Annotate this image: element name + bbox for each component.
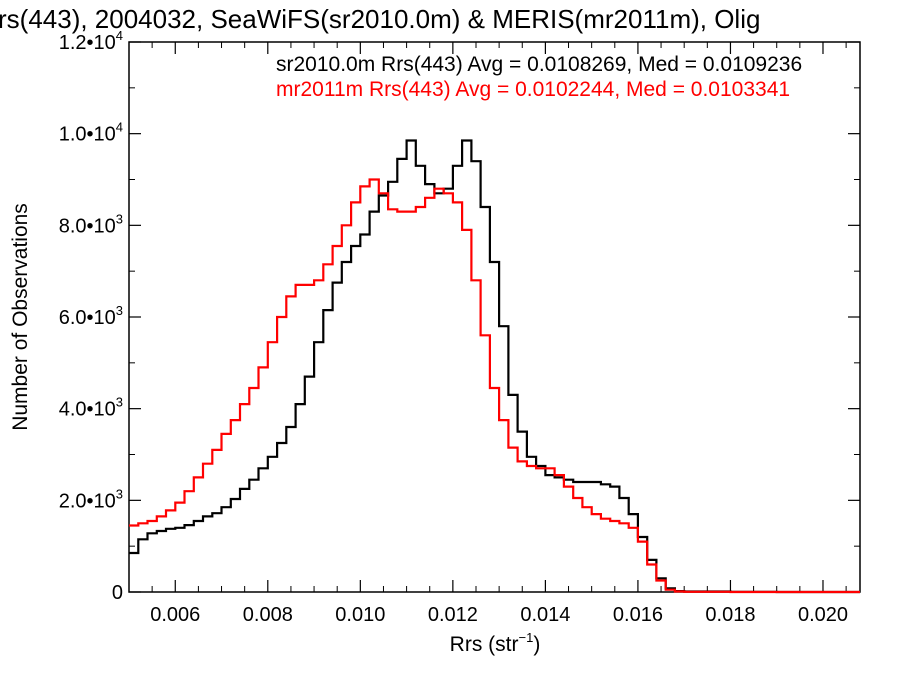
y-tick-mantissa: 8.0•10 bbox=[59, 215, 116, 237]
plot-frame bbox=[128, 41, 861, 593]
x-tick-label: 0.006 bbox=[150, 604, 200, 626]
y-tick-exponent: 4 bbox=[116, 120, 123, 135]
y-tick-exponent: 4 bbox=[116, 28, 123, 43]
y-tick-label: 1.0•104 bbox=[59, 120, 123, 146]
x-tick-label: 0.010 bbox=[335, 604, 385, 626]
y-tick-mantissa: 0 bbox=[112, 582, 123, 604]
y-tick-exponent: 3 bbox=[116, 395, 123, 410]
x-axis-label-superscript: −1 bbox=[519, 630, 534, 645]
x-tick-label: 0.020 bbox=[798, 604, 848, 626]
chart-title: rs(443), 2004032, SeaWiFS(sr2010.0m) & M… bbox=[0, 4, 760, 34]
x-axis-ticks: 0.006 0.008 0.010 0.012 0.014 0.016 0.018 0.020 bbox=[128, 42, 848, 626]
x-axis-label: Rrs (str−1) bbox=[450, 630, 541, 656]
annotations: sr2010.0m Rrs(443) Avg = 0.0108269, Med … bbox=[276, 53, 802, 101]
y-tick-exponent: 3 bbox=[116, 303, 123, 318]
y-tick-label: 2.0•103 bbox=[59, 486, 123, 512]
x-tick-label: 0.014 bbox=[520, 604, 570, 626]
y-tick-mantissa: 1.2•10 bbox=[59, 32, 116, 54]
y-tick-exponent: 3 bbox=[116, 211, 123, 226]
x-tick-label: 0.016 bbox=[613, 604, 663, 626]
y-tick-label: 6.0•103 bbox=[59, 303, 123, 329]
y-tick-label: 0 bbox=[112, 582, 123, 604]
y-tick-mantissa: 1.0•10 bbox=[59, 124, 116, 146]
x-tick-label: 0.008 bbox=[243, 604, 293, 626]
annotation-1: mr2011m Rrs(443) Avg = 0.0102244, Med = … bbox=[276, 78, 790, 101]
series-group bbox=[129, 139, 860, 594]
y-tick-label: 8.0•103 bbox=[59, 211, 123, 237]
y-axis-ticks: 02.0•1034.0•1036.0•1038.0•1031.0•1041.2•… bbox=[59, 28, 860, 604]
y-tick-label: 4.0•103 bbox=[59, 395, 123, 421]
y-tick-exponent: 3 bbox=[116, 486, 123, 501]
y-tick-label: 1.2•104 bbox=[59, 28, 123, 54]
x-tick-label: 0.012 bbox=[428, 604, 478, 626]
annotation-0: sr2010.0m Rrs(443) Avg = 0.0108269, Med … bbox=[276, 53, 802, 76]
x-tick-label: 0.018 bbox=[705, 604, 755, 626]
y-axis-label: Number of Observations bbox=[9, 203, 32, 431]
series-line-1 bbox=[129, 178, 860, 594]
y-tick-mantissa: 4.0•10 bbox=[59, 399, 116, 421]
y-tick-mantissa: 2.0•10 bbox=[59, 490, 116, 512]
series-line-0 bbox=[129, 139, 860, 594]
y-tick-mantissa: 6.0•10 bbox=[59, 307, 116, 329]
